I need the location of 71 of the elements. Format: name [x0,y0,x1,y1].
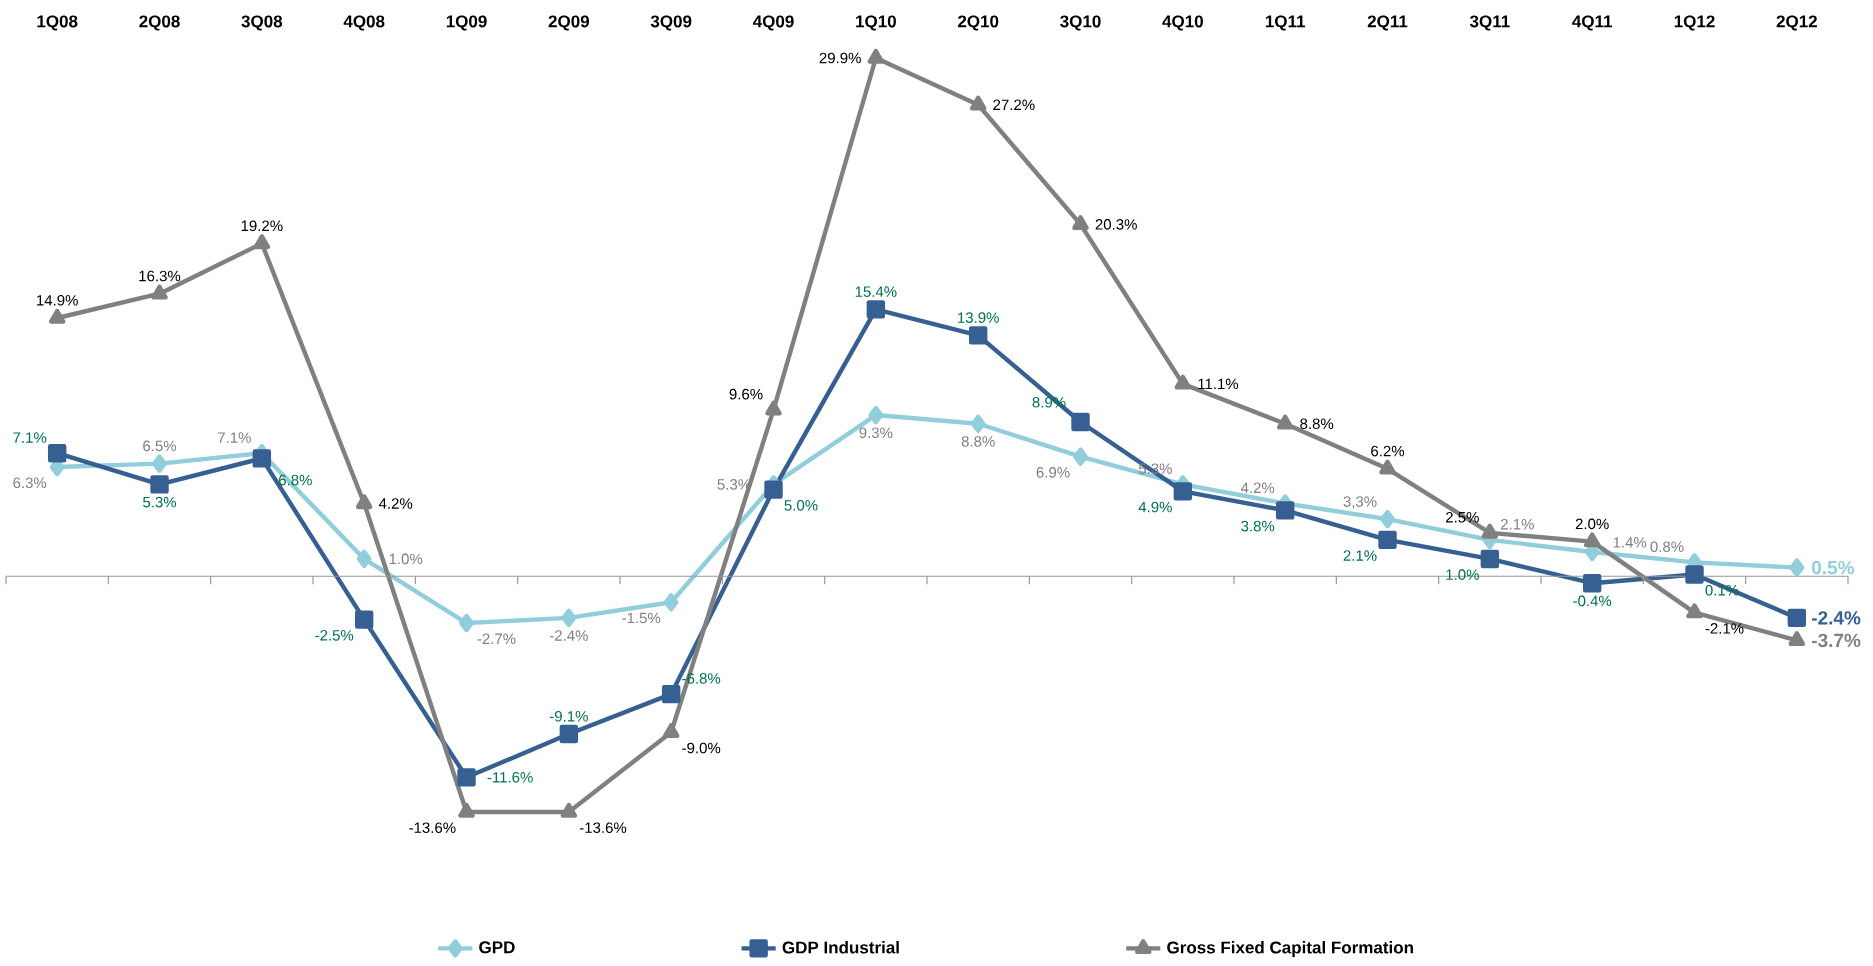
data-label: 16.3% [139,270,181,282]
data-label: 8.8% [1300,418,1334,430]
data-label: -13.6% [409,822,456,834]
legend-label: GPD [479,941,515,954]
data-label: 15.4% [855,286,897,297]
data-label: -2.5% [315,630,354,641]
x-tick-label: 1Q09 [446,15,487,31]
data-label: 9.3% [859,427,893,439]
x-tick-label: 4Q11 [1572,15,1613,31]
data-label: 4.9% [1138,501,1172,513]
data-label: -0.4% [1573,595,1612,607]
data-label: 6.2% [1371,445,1405,457]
data-label: 2.5% [1446,511,1479,523]
data-label: -3.7% [1812,633,1861,648]
data-label: 13.9% [958,312,999,323]
data-label: 1.0% [389,553,423,565]
data-label: 2.0% [1575,518,1609,530]
data-label: 7.1% [218,432,251,443]
data-label: -2.4% [1812,611,1861,625]
data-label: 27.2% [993,99,1035,111]
data-label: 6.9% [1036,467,1070,478]
x-tick-label: 2Q08 [139,15,180,31]
legend-label: Gross Fixed Capital Formation [1167,941,1413,957]
data-label: -13.6% [579,822,627,834]
data-label: 19.2% [241,220,283,232]
data-label: 2.1% [1501,518,1534,530]
data-label: 6.3% [13,477,47,489]
data-label: -2.4% [549,630,588,641]
x-tick-label: 4Q09 [752,15,794,31]
x-tick-label: 2Q12 [1776,15,1817,31]
data-label: -2.1% [1705,623,1744,634]
x-tick-label: 3Q09 [650,15,692,31]
data-label: -9.1% [549,710,588,722]
x-tick-label: 2Q09 [548,15,589,31]
data-label: 14.9% [37,294,78,306]
data-label: 0.5% [1812,560,1855,575]
legend-label: GDP Industrial [782,941,899,954]
data-label: 9.6% [729,388,763,400]
data-label: 6.5% [143,440,177,452]
x-tick-label: 4Q10 [1162,15,1203,31]
data-label: 20.3% [1095,219,1137,230]
data-label: 11.1% [1198,378,1239,390]
data-label: -9.0% [682,742,721,754]
data-label: 5.3% [143,496,177,508]
x-tick-label: 4Q08 [343,15,385,31]
data-label: 6.8% [279,474,312,486]
data-label: -11.6% [487,772,533,783]
data-label: 3,3% [1343,496,1377,509]
x-tick-label: 2Q11 [1367,15,1408,31]
data-label: 5.0% [784,500,818,511]
x-tick-label: 3Q11 [1469,15,1510,31]
x-tick-label: 3Q10 [1060,15,1101,31]
data-label: 2.1% [1343,550,1377,561]
x-tick-label: 2Q10 [957,15,999,31]
data-label: 3.8% [1241,520,1275,532]
data-label: -6.8% [682,673,721,684]
x-tick-label: 1Q08 [37,15,78,31]
data-label: 4.2% [378,498,413,509]
data-label: -2.7% [477,633,516,645]
data-label: 0.8% [1650,541,1684,553]
x-tick-label: 3Q08 [241,15,283,31]
data-label: 1.4% [1613,537,1647,548]
data-label: 4.2% [1240,482,1275,494]
data-label: 1.0% [1446,569,1479,580]
x-tick-label: 1Q11 [1265,15,1306,31]
data-label: 29.9% [819,52,861,64]
data-label: 8.8% [961,436,995,447]
x-tick-label: 1Q12 [1674,15,1715,31]
x-tick-label: 1Q10 [856,15,896,31]
data-label: -1.5% [622,612,661,624]
data-label: 7.1% [13,432,47,443]
